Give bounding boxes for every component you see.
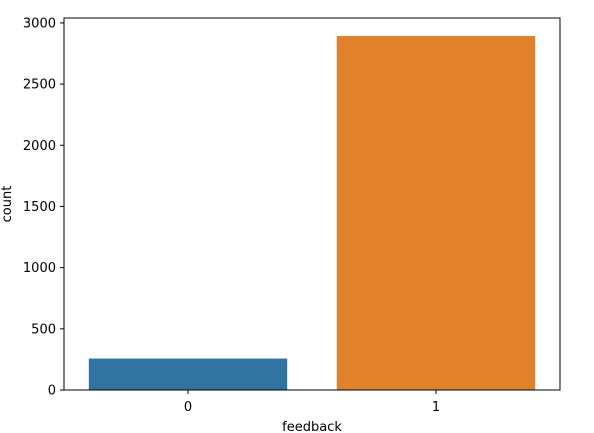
y-tick-label: 2500 xyxy=(23,78,56,93)
bar-0 xyxy=(88,358,288,390)
bar-1 xyxy=(336,35,536,390)
x-axis-label: feedback xyxy=(282,420,342,433)
bars-layer xyxy=(88,35,536,390)
x-tick-label: 1 xyxy=(432,400,440,415)
y-tick-label: 1000 xyxy=(23,261,56,276)
y-tick-label: 3000 xyxy=(23,16,56,31)
y-tick-label: 2000 xyxy=(23,139,56,154)
y-tick-label: 500 xyxy=(31,322,56,337)
x-tick-label: 0 xyxy=(184,400,192,415)
y-axis-label: count xyxy=(0,186,15,223)
plot-frame xyxy=(63,17,561,391)
y-tick-label: 0 xyxy=(48,384,56,399)
y-tick-label: 1500 xyxy=(23,200,56,215)
y-axis-ticks: 0 500 1000 1500 2000 2500 3000 xyxy=(23,16,64,399)
